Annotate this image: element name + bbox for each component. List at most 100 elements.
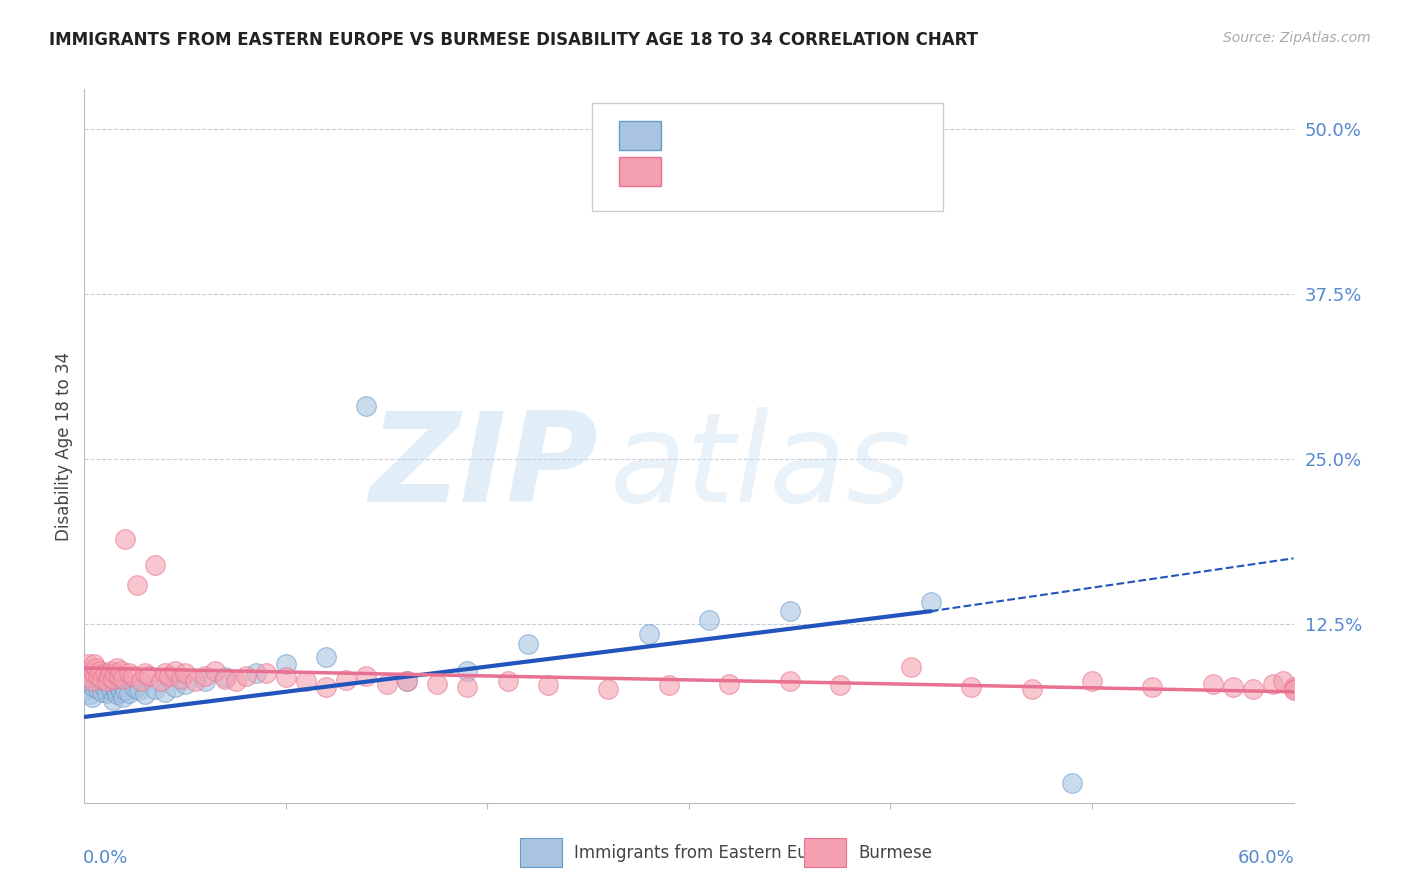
Point <box>165 664 187 678</box>
Point <box>204 664 226 678</box>
Point <box>174 666 197 681</box>
Point <box>111 672 134 686</box>
Point <box>75 683 97 698</box>
Point <box>395 674 418 689</box>
Point <box>104 682 127 697</box>
Point <box>960 680 983 694</box>
Text: ZIP: ZIP <box>370 407 599 528</box>
Point <box>1222 680 1244 694</box>
Point <box>598 682 620 697</box>
FancyBboxPatch shape <box>619 121 661 150</box>
Point <box>315 680 337 694</box>
Y-axis label: Disability Age 18 to 34: Disability Age 18 to 34 <box>55 351 73 541</box>
Point <box>335 673 357 687</box>
Point <box>77 657 100 671</box>
Point <box>174 677 197 691</box>
Point <box>779 674 801 689</box>
Point <box>82 690 104 704</box>
Text: Immigrants from Eastern Europe: Immigrants from Eastern Europe <box>574 844 845 862</box>
Text: 60.0%: 60.0% <box>1237 849 1295 867</box>
Point <box>194 669 217 683</box>
Point <box>1021 682 1043 697</box>
Point <box>1060 776 1083 790</box>
Point <box>1282 680 1305 694</box>
Point <box>143 682 166 697</box>
Point <box>356 400 378 414</box>
Point <box>91 685 114 699</box>
Point <box>83 680 105 694</box>
Point <box>516 637 538 651</box>
Text: IMMIGRANTS FROM EASTERN EUROPE VS BURMESE DISABILITY AGE 18 TO 34 CORRELATION CH: IMMIGRANTS FROM EASTERN EUROPE VS BURMES… <box>49 31 979 49</box>
Point <box>157 669 180 683</box>
Point <box>79 688 101 702</box>
Point <box>274 657 297 671</box>
Point <box>105 688 128 702</box>
Point <box>225 674 247 689</box>
Point <box>107 669 129 683</box>
Point <box>1241 682 1264 697</box>
Point <box>104 666 127 681</box>
Point <box>779 604 801 618</box>
Point <box>100 664 122 678</box>
Point <box>93 666 115 681</box>
Point <box>254 666 277 681</box>
Point <box>315 650 337 665</box>
Point <box>93 681 115 695</box>
Point <box>134 688 156 702</box>
Point <box>456 680 478 694</box>
Point <box>87 669 110 683</box>
Point <box>110 664 132 678</box>
Point <box>395 674 418 689</box>
Point <box>79 670 101 684</box>
Point <box>105 661 128 675</box>
Point <box>153 685 176 699</box>
Point <box>658 678 681 692</box>
Point <box>637 626 659 640</box>
Point <box>124 681 146 695</box>
Point <box>920 595 942 609</box>
Text: atlas: atlas <box>610 407 912 528</box>
Point <box>86 674 108 689</box>
Point <box>170 672 193 686</box>
Point <box>295 674 318 689</box>
Point <box>101 692 124 706</box>
Point <box>1081 674 1104 689</box>
Point <box>165 680 187 694</box>
Point <box>91 672 114 686</box>
Text: Burmese: Burmese <box>858 844 932 862</box>
Point <box>118 686 141 700</box>
Point <box>718 677 741 691</box>
Point <box>110 685 132 699</box>
Point <box>101 672 124 686</box>
Point <box>114 683 136 698</box>
Point <box>143 558 166 572</box>
Point <box>97 678 120 692</box>
FancyBboxPatch shape <box>619 157 661 186</box>
Point <box>537 678 560 692</box>
Point <box>89 664 111 678</box>
Text: Source: ZipAtlas.com: Source: ZipAtlas.com <box>1223 31 1371 45</box>
Point <box>496 674 519 689</box>
Point <box>107 680 129 694</box>
Point <box>83 666 105 681</box>
FancyBboxPatch shape <box>592 103 943 211</box>
Text: 0.0%: 0.0% <box>83 849 128 867</box>
Point <box>114 532 136 546</box>
Point <box>426 677 449 691</box>
FancyBboxPatch shape <box>520 838 562 867</box>
Point <box>194 674 217 689</box>
Point <box>1202 677 1225 691</box>
Point <box>134 666 156 681</box>
Point <box>121 669 143 683</box>
Point <box>375 677 398 691</box>
Point <box>83 657 105 671</box>
Point <box>100 683 122 698</box>
Point <box>214 672 236 686</box>
Point <box>79 670 101 684</box>
Point <box>111 690 134 704</box>
Point <box>138 669 160 683</box>
Point <box>128 683 150 698</box>
Point <box>129 674 152 689</box>
Point <box>245 666 267 681</box>
Point <box>1282 682 1305 697</box>
